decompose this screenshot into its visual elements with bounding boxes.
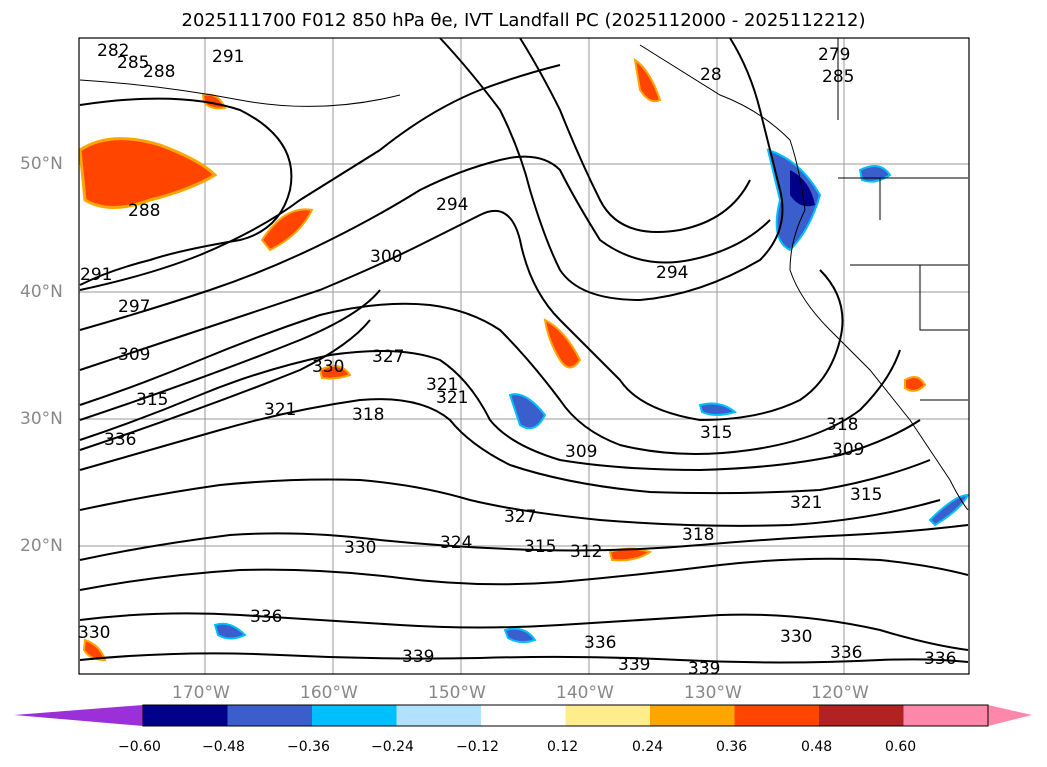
contour-label: 336 [924, 649, 956, 669]
contour-label: 315 [700, 423, 732, 443]
colorbar-bin [819, 705, 904, 726]
coastline [79, 38, 969, 511]
contour-label: 339 [402, 647, 434, 667]
contour-label: 315 [524, 537, 556, 557]
lon-label: 120°W [811, 683, 869, 703]
contour-label: 339 [618, 655, 650, 675]
contour-label: 294 [436, 195, 468, 215]
colorbar-tick: 0.60 [885, 739, 917, 755]
colorbar-over-extend [988, 705, 1032, 726]
colorbar-tick: 0.48 [801, 739, 833, 755]
colorbar-bin [734, 705, 820, 726]
contour-label: 321 [790, 493, 822, 513]
contour-label: 291 [212, 47, 244, 67]
contour-label: 309 [565, 442, 597, 462]
colorbar-tick: 0.12 [547, 739, 579, 755]
contour-label: 330 [78, 623, 110, 643]
contour-label: 327 [372, 347, 404, 367]
colorbar-tick: −0.36 [287, 739, 330, 755]
contour-label: 318 [352, 405, 384, 425]
map-frame [78, 37, 970, 675]
contour-label: 294 [656, 263, 688, 283]
contour-label: 285 [822, 67, 854, 87]
contour-label: 279 [818, 45, 850, 65]
contour-label: 285 [117, 53, 149, 73]
lon-label: 160°W [300, 683, 358, 703]
colorbar-tick: −0.24 [371, 739, 414, 755]
theta-e-contours [79, 37, 969, 664]
contour-label: 330 [780, 627, 812, 647]
contour-label: 336 [584, 633, 616, 653]
colorbar-tick: 0.24 [632, 739, 664, 755]
colorbar-bin [481, 705, 566, 726]
colorbar-tick: 0.36 [716, 739, 748, 755]
lon-label: 140°W [556, 683, 614, 703]
colorbar-tick: −0.60 [118, 739, 161, 755]
colorbar-bin [227, 705, 313, 726]
contour-label: 321 [426, 375, 458, 395]
colorbar-bin [565, 705, 651, 726]
contour-label: 318 [826, 415, 858, 435]
contour-label: 309 [118, 345, 150, 365]
contour-label: 336 [830, 643, 862, 663]
lat-label: 40°N [20, 282, 63, 302]
contour-label: 330 [344, 538, 376, 558]
contour-label: 321 [264, 400, 296, 420]
contour-label: 300 [370, 247, 402, 267]
contour-label: 336 [104, 430, 136, 450]
contour-label: 315 [850, 485, 882, 505]
contour-label: 321 [436, 388, 468, 408]
colorbar-tick: −0.12 [456, 739, 499, 755]
contour-label: 312 [570, 542, 602, 562]
colorbar-tick: −0.48 [202, 739, 245, 755]
lat-label: 30°N [20, 409, 63, 429]
colorbar-bin [396, 705, 482, 726]
colorbar-bin [903, 705, 989, 726]
colorbar-under-extend [14, 705, 143, 726]
lat-label: 20°N [20, 536, 63, 556]
contour-label: 288 [143, 62, 175, 82]
colorbar-bin [312, 705, 397, 726]
contour-label: 336 [250, 607, 282, 627]
contour-label: 297 [118, 297, 150, 317]
map-title: 2025111700 F012 850 hPa θe, IVT Landfall… [181, 10, 866, 31]
graticule [79, 38, 969, 674]
contour-label: 324 [440, 533, 472, 553]
contour-label: 330 [312, 357, 344, 377]
contour-label: 291 [80, 265, 112, 285]
contour-label: 339 [688, 659, 720, 679]
contour-label: 282 [97, 41, 129, 61]
contour-labels: 282 285 288 291 279 285 28 288 294 300 2… [78, 41, 956, 679]
colorbar-bin [143, 705, 228, 726]
lon-label: 170°W [172, 683, 230, 703]
lat-label: 50°N [20, 154, 63, 174]
contour-label: 309 [832, 440, 864, 460]
colorbar [14, 704, 1032, 727]
contour-label: 28 [700, 65, 722, 85]
contour-label: 315 [136, 390, 168, 410]
lon-label: 150°W [428, 683, 486, 703]
contour-label: 327 [504, 507, 536, 527]
contour-label: 288 [128, 201, 160, 221]
contour-label: 318 [682, 525, 714, 545]
colorbar-bin [650, 705, 735, 726]
lon-label: 130°W [684, 683, 742, 703]
